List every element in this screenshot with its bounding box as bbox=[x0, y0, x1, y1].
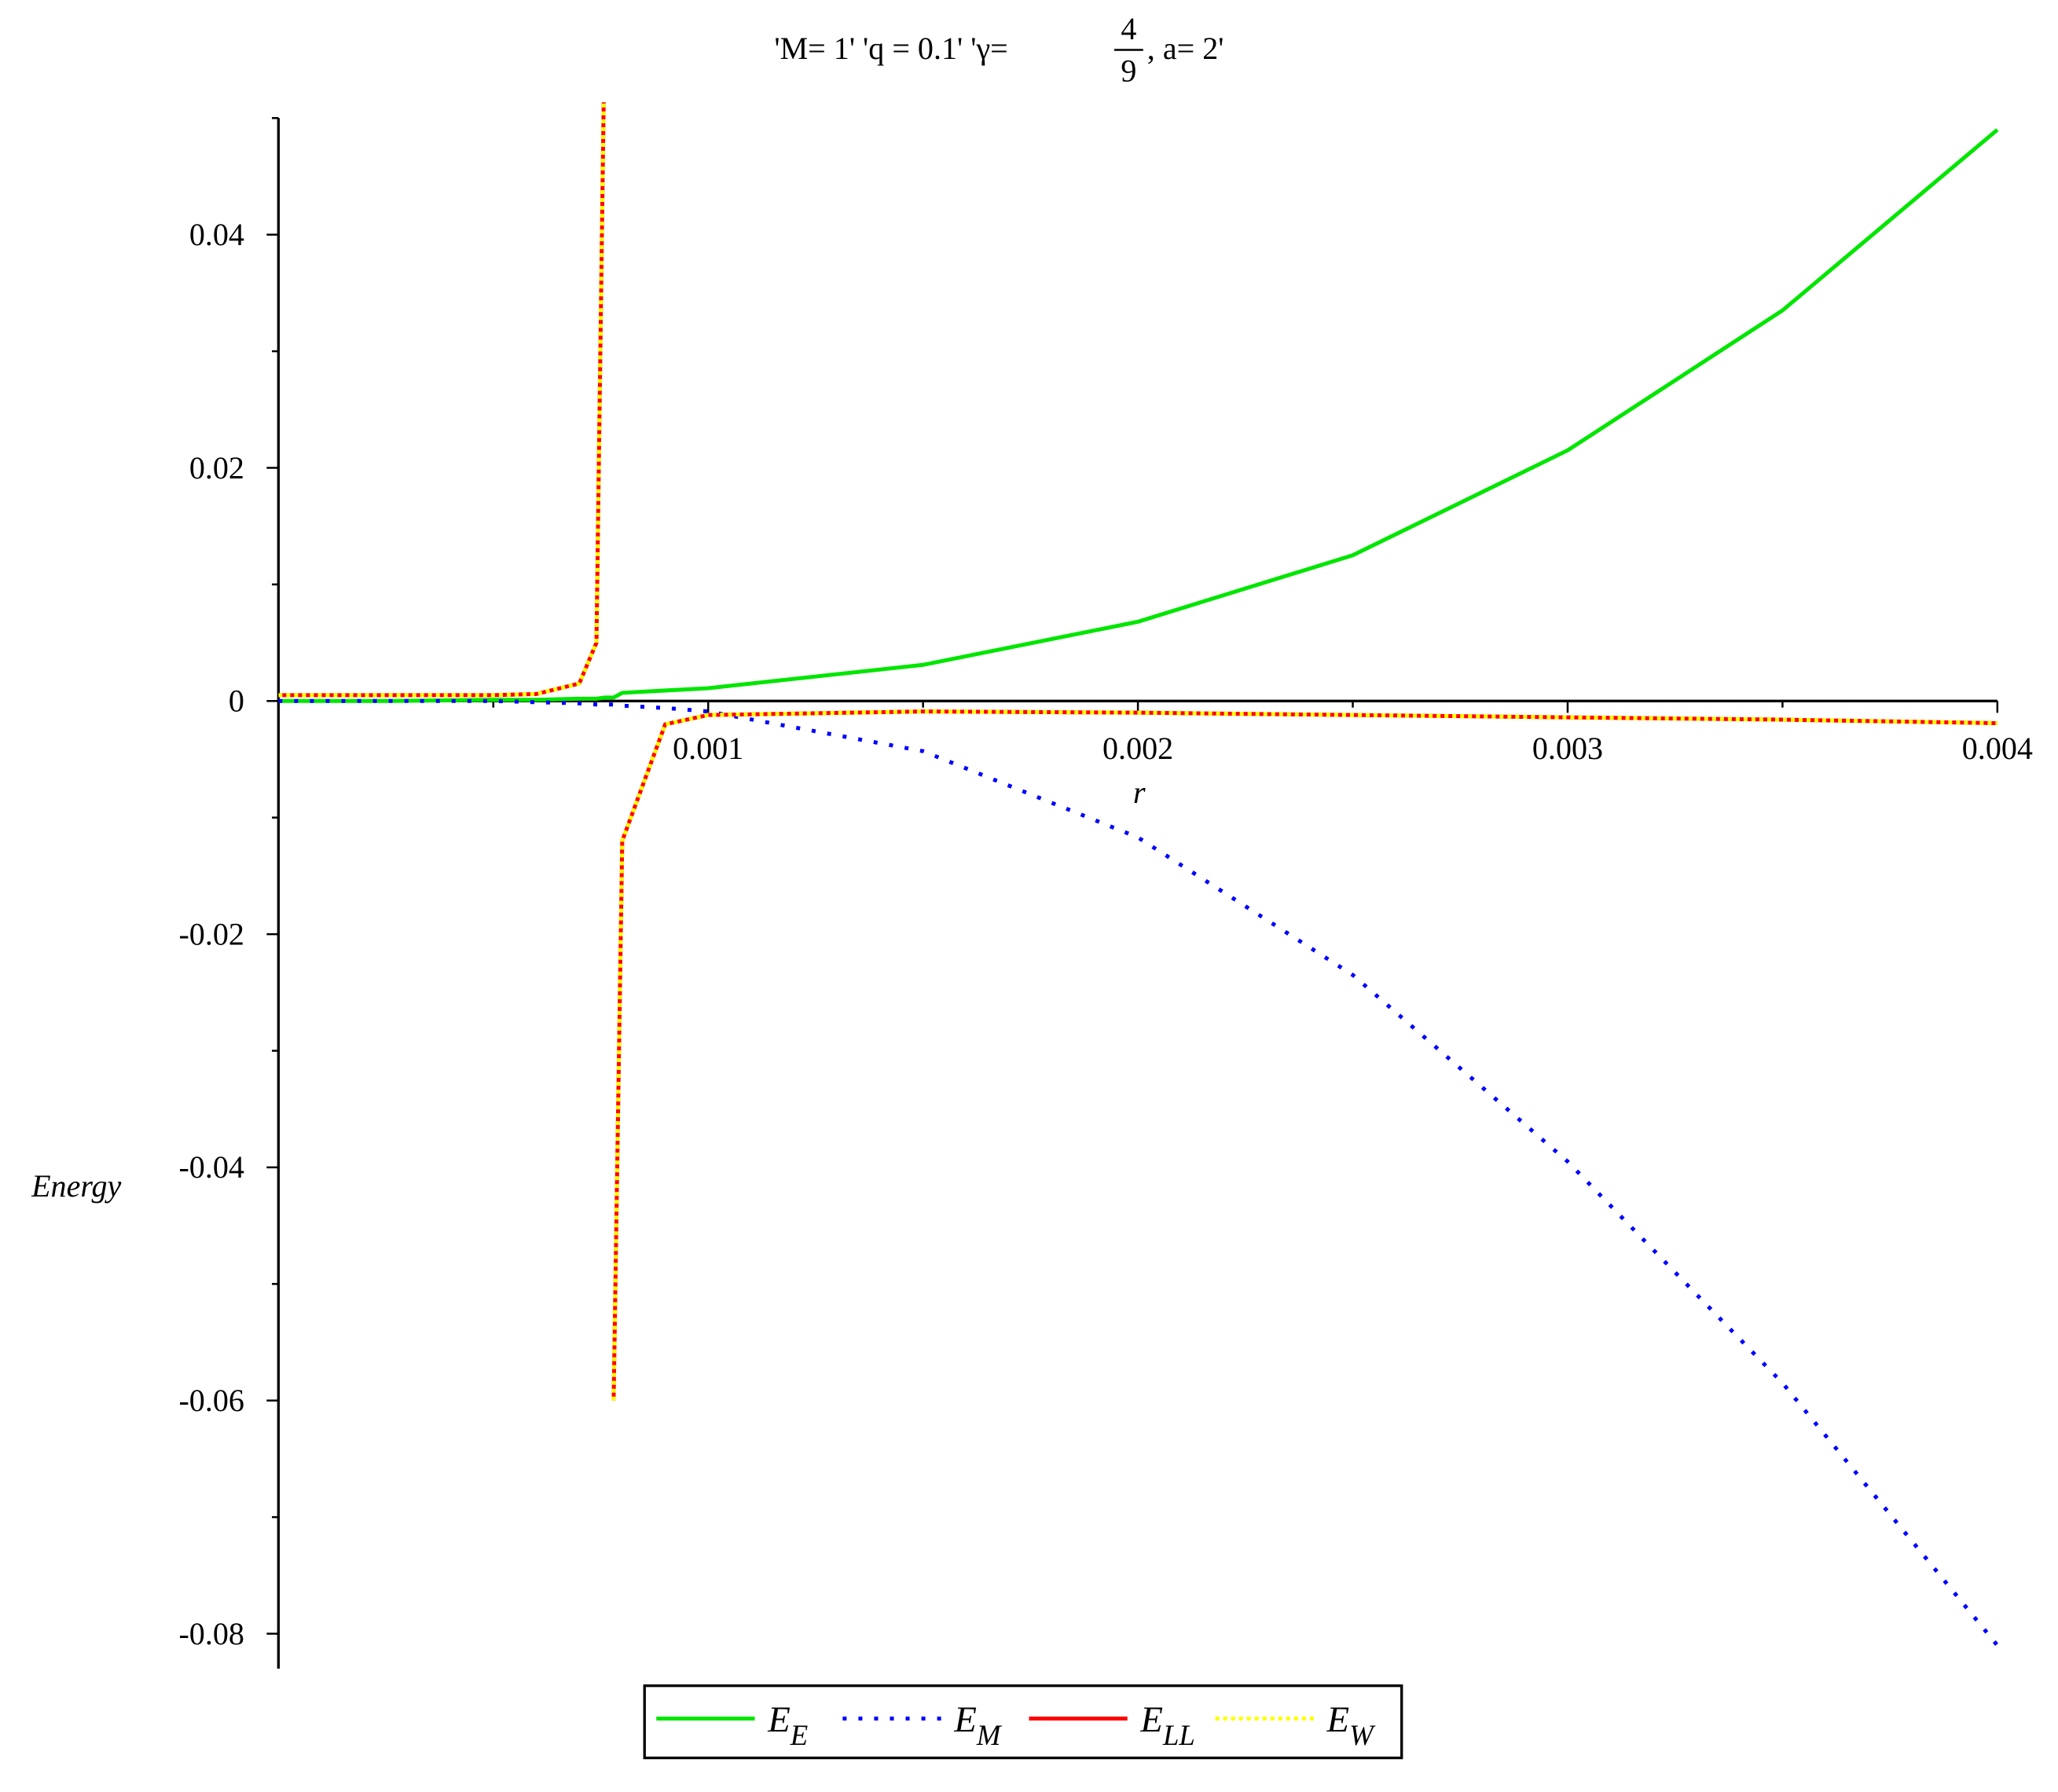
plot-layer: -0.08 -0.06 -0.04 -0.02 0 0.02 0.04 0.001 0.002 0… bbox=[178, 102, 2033, 1751]
legend-subscript: E bbox=[790, 1719, 808, 1751]
legend-name: E bbox=[767, 1699, 791, 1740]
y-tick-label: -0.02 bbox=[178, 916, 244, 951]
title-numerator: 4 bbox=[1121, 11, 1136, 46]
x-tick-label: 0.001 bbox=[673, 731, 743, 766]
y-tick-label: -0.04 bbox=[178, 1149, 244, 1185]
legend-label: ELL bbox=[1139, 1699, 1194, 1751]
series-layer bbox=[278, 102, 1999, 1647]
y-tick-label: -0.08 bbox=[178, 1616, 244, 1651]
y-axis-label: Energy bbox=[31, 1168, 121, 1204]
title-denominator: 9 bbox=[1121, 53, 1136, 89]
y-tick-label: 0.04 bbox=[189, 217, 244, 252]
x-tick-label: 0.004 bbox=[1962, 731, 2033, 766]
legend-subscript: W bbox=[1349, 1719, 1376, 1751]
x-axis-label: r bbox=[1133, 775, 1146, 810]
series-line bbox=[278, 102, 1997, 1401]
legend-label: EM bbox=[953, 1699, 1003, 1751]
legend-subscript: M bbox=[976, 1719, 1003, 1751]
series-line bbox=[278, 698, 1999, 1647]
legend-label: EW bbox=[1326, 1699, 1377, 1751]
x-tick-label: 0.002 bbox=[1102, 731, 1173, 766]
series-line bbox=[278, 128, 1999, 703]
legend-box bbox=[643, 1684, 1403, 1760]
x-tick-label: 0.003 bbox=[1532, 731, 1603, 766]
y-tick-label: -0.06 bbox=[178, 1383, 244, 1418]
legend-label: EE bbox=[767, 1699, 808, 1751]
y-tick-label: 0.02 bbox=[189, 450, 244, 486]
legend-name: E bbox=[1326, 1699, 1350, 1740]
legend-name: E bbox=[953, 1699, 977, 1740]
legend-name: E bbox=[1139, 1699, 1163, 1740]
chart-title: 'M= 1' 'q = 0.1' 'γ= bbox=[774, 31, 1007, 66]
y-tick-label: 0 bbox=[229, 683, 244, 719]
title-end: , a= 2' bbox=[1147, 31, 1224, 66]
legend-subscript: LL bbox=[1162, 1719, 1195, 1751]
